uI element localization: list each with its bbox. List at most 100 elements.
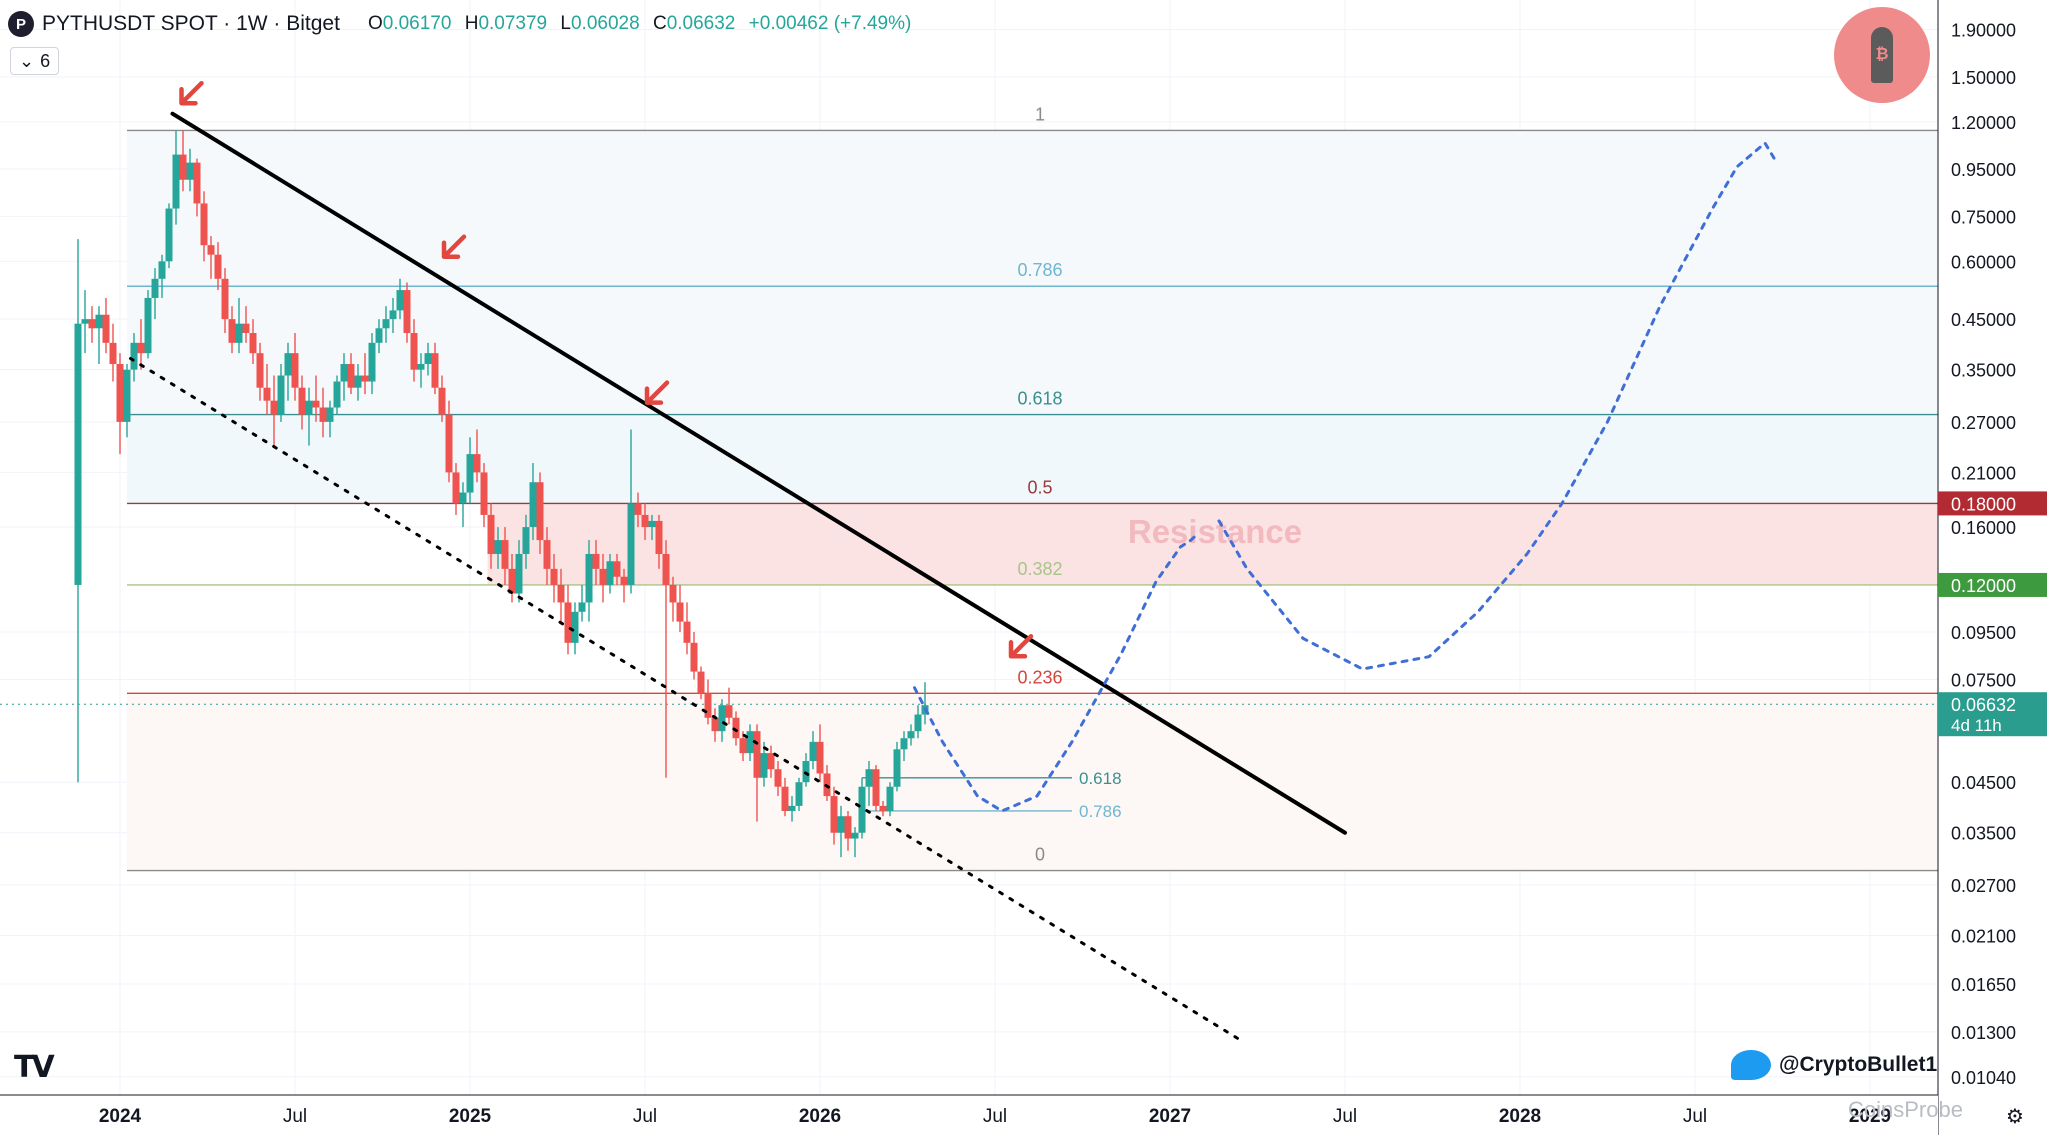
candle-body bbox=[760, 753, 768, 778]
candle-body bbox=[578, 602, 586, 612]
candle-body bbox=[585, 553, 593, 603]
candle-body bbox=[515, 553, 523, 594]
candle-body bbox=[487, 514, 495, 554]
chevron-down-icon: ⌄ bbox=[19, 50, 35, 71]
candle-body bbox=[396, 290, 404, 311]
ohlc-values: O0.06170 H0.07379 L0.06028 C0.06632 +0.0… bbox=[367, 13, 912, 34]
candle-body bbox=[648, 520, 656, 528]
candle-body bbox=[431, 353, 439, 388]
candle-body bbox=[774, 769, 782, 787]
candle-body bbox=[529, 482, 537, 528]
settings-gear-icon[interactable]: ⚙ bbox=[2006, 1104, 2024, 1128]
y-tick-label: 0.35000 bbox=[1951, 361, 2016, 381]
fib-zone-lower bbox=[127, 693, 1938, 871]
candle-body bbox=[249, 333, 257, 354]
x-tick-label: 2025 bbox=[449, 1106, 492, 1127]
x-tick-label: Jul bbox=[1333, 1106, 1357, 1127]
candle-body bbox=[193, 162, 201, 204]
candle-body bbox=[333, 381, 341, 408]
candle-body bbox=[375, 328, 383, 343]
y-tick-label: 0.75000 bbox=[1951, 207, 2016, 227]
candle-body bbox=[102, 314, 110, 343]
change-value: +0.00462 (+7.49%) bbox=[748, 13, 912, 34]
candle-body bbox=[466, 454, 474, 493]
candle-body bbox=[837, 816, 845, 833]
handle-text: @CryptoBullet1 bbox=[1779, 1053, 1938, 1076]
candle-body bbox=[669, 584, 677, 603]
candle-body bbox=[620, 576, 628, 585]
red-arrow-icon bbox=[441, 234, 467, 259]
indicator-toggle[interactable]: ⌄ 6 bbox=[10, 47, 60, 75]
candle-body bbox=[424, 353, 432, 365]
candle-body bbox=[732, 717, 740, 739]
y-tick-label: 1.50000 bbox=[1951, 68, 2016, 88]
y-tick-label: 0.01650 bbox=[1951, 975, 2016, 995]
price-axis bbox=[1938, 0, 2047, 1135]
price-tag bbox=[1938, 572, 2047, 597]
candle-body bbox=[613, 561, 621, 577]
candle-body bbox=[417, 364, 425, 370]
author-handle: @CryptoBullet1 bbox=[1731, 1050, 1937, 1080]
candle-body bbox=[214, 254, 222, 279]
candle-body bbox=[158, 261, 166, 279]
x-tick-label: 2029 bbox=[1849, 1106, 1891, 1127]
candle-body bbox=[550, 568, 558, 585]
candle-body bbox=[900, 738, 908, 750]
candle-body bbox=[403, 290, 411, 334]
candle-body bbox=[508, 568, 516, 594]
candle-body bbox=[74, 323, 82, 585]
resistance-zone bbox=[487, 503, 1938, 585]
candle-body bbox=[501, 540, 509, 569]
candle-body bbox=[571, 611, 579, 643]
candle-body bbox=[186, 162, 194, 180]
candle-body bbox=[886, 786, 894, 811]
y-tick-label: 0.01300 bbox=[1951, 1023, 2016, 1043]
candle-body bbox=[753, 731, 761, 778]
candle-body bbox=[368, 342, 376, 382]
open-value: 0.06170 bbox=[382, 13, 452, 34]
candle-body bbox=[907, 731, 915, 739]
candle-body bbox=[95, 314, 103, 329]
bullet-avatar-icon: ₿ bbox=[1834, 7, 1930, 103]
fib-level-label: 1 bbox=[1035, 104, 1045, 124]
fib-level-label: 0.236 bbox=[1017, 667, 1062, 687]
y-tick-label: 0.02700 bbox=[1951, 876, 2016, 896]
candle-body bbox=[452, 472, 460, 504]
candle-body bbox=[473, 454, 481, 473]
candle-body bbox=[606, 561, 614, 585]
candle-body bbox=[88, 319, 96, 329]
candle-body bbox=[893, 749, 901, 787]
tradingview-logo-icon[interactable]: TV bbox=[14, 1050, 55, 1085]
y-tick-label: 0.45000 bbox=[1951, 310, 2016, 330]
x-tick-label: Jul bbox=[983, 1106, 1007, 1127]
candle-body bbox=[592, 553, 600, 569]
candle-body bbox=[284, 353, 292, 376]
candle-body bbox=[81, 319, 89, 324]
candle-body bbox=[879, 805, 887, 811]
watermark: CoinsProbe bbox=[1848, 1097, 1963, 1122]
candle-body bbox=[627, 503, 635, 585]
candle-body bbox=[795, 782, 803, 806]
x-tick-label: 2026 bbox=[799, 1106, 841, 1127]
candle-body bbox=[137, 342, 145, 354]
candle-body bbox=[543, 540, 551, 569]
candle-body bbox=[557, 584, 565, 603]
projection-path-1 bbox=[913, 531, 1200, 813]
candle-body bbox=[179, 154, 187, 180]
candle-body bbox=[662, 553, 670, 585]
twitter-bird-icon bbox=[1731, 1050, 1771, 1080]
candle-body bbox=[767, 753, 775, 770]
candle-body bbox=[816, 741, 824, 774]
symbol-label[interactable]: PYTHUSDT SPOT · 1W · Bitget bbox=[42, 12, 340, 35]
fib-zone-618 bbox=[127, 414, 1938, 504]
chart-header: P PYTHUSDT SPOT · 1W · Bitget O0.06170 H… bbox=[8, 9, 911, 39]
candle-body bbox=[340, 364, 348, 382]
candle-body bbox=[382, 319, 390, 329]
candle-body bbox=[263, 387, 271, 401]
candle-body bbox=[872, 769, 880, 806]
candle-body bbox=[291, 353, 299, 388]
candle-body bbox=[144, 297, 152, 354]
x-tick-label: 2028 bbox=[1499, 1106, 1541, 1127]
candle-body bbox=[242, 323, 250, 334]
